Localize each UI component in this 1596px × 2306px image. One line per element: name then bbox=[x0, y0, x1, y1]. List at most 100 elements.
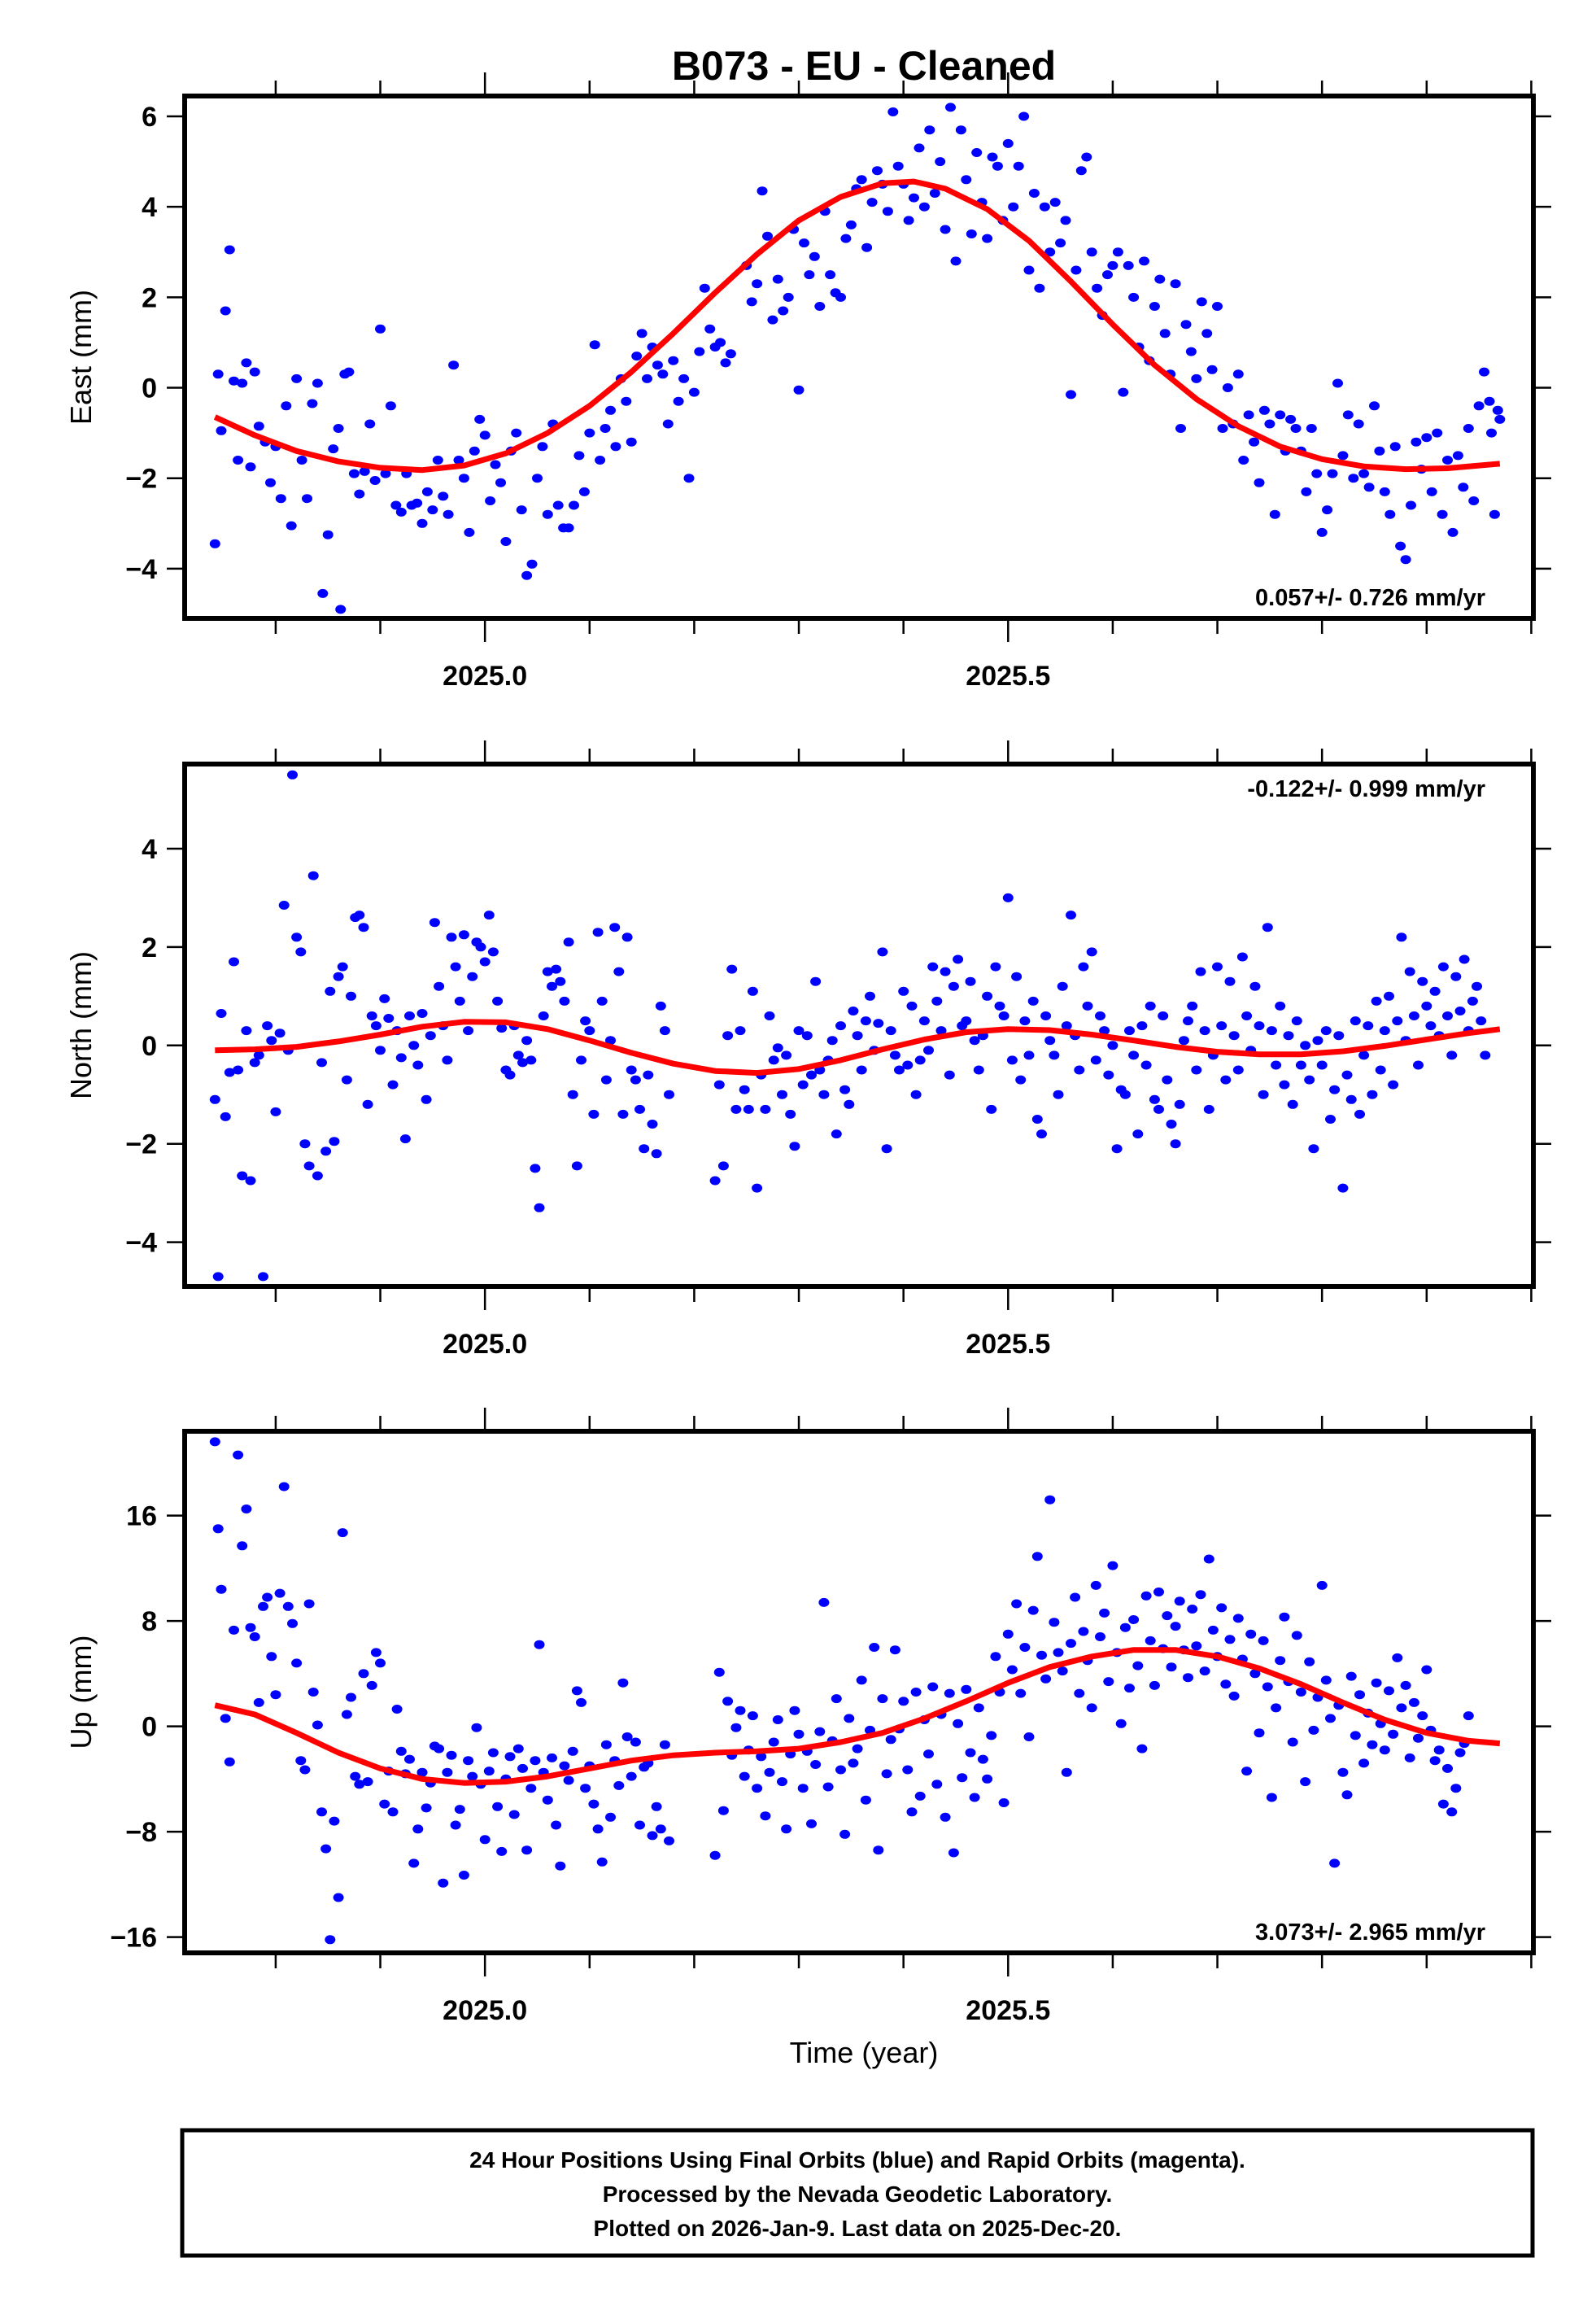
data-point bbox=[530, 1756, 541, 1766]
data-point bbox=[525, 1784, 537, 1793]
data-point bbox=[1300, 1041, 1311, 1050]
data-point bbox=[906, 1001, 918, 1011]
data-point bbox=[825, 270, 836, 280]
data-point bbox=[296, 456, 307, 465]
data-point bbox=[1342, 410, 1354, 420]
data-point bbox=[1275, 410, 1286, 420]
data-point bbox=[1446, 1807, 1458, 1817]
data-point bbox=[1044, 1495, 1056, 1505]
data-point bbox=[328, 444, 339, 454]
data-point bbox=[1118, 387, 1129, 397]
data-point bbox=[1358, 1050, 1370, 1060]
data-point bbox=[241, 1026, 252, 1036]
data-point bbox=[1249, 437, 1260, 447]
data-point bbox=[295, 1756, 307, 1766]
data-point bbox=[358, 923, 369, 932]
data-point bbox=[241, 358, 252, 368]
data-point bbox=[237, 1171, 248, 1181]
data-point bbox=[237, 378, 248, 388]
data-point bbox=[1023, 1732, 1035, 1741]
data-point bbox=[1008, 202, 1019, 212]
data-point bbox=[487, 1748, 499, 1758]
data-point bbox=[845, 220, 857, 229]
data-point bbox=[295, 947, 307, 957]
data-point bbox=[1002, 138, 1014, 148]
data-point bbox=[526, 559, 538, 569]
data-point bbox=[416, 1767, 428, 1777]
data-point bbox=[249, 1632, 260, 1641]
data-point bbox=[474, 414, 486, 424]
data-point bbox=[1325, 1115, 1336, 1124]
data-point bbox=[1400, 555, 1411, 565]
data-point bbox=[1452, 451, 1463, 461]
data-point bbox=[1070, 1592, 1081, 1602]
data-point bbox=[395, 507, 407, 517]
data-point bbox=[699, 283, 710, 293]
data-point bbox=[966, 229, 977, 238]
data-point bbox=[634, 1820, 645, 1830]
data-point bbox=[990, 1652, 1001, 1662]
data-point bbox=[865, 991, 875, 1001]
data-point bbox=[918, 1016, 930, 1026]
data-point bbox=[1224, 1635, 1236, 1644]
data-point bbox=[818, 1597, 830, 1607]
data-point bbox=[929, 189, 940, 198]
data-point bbox=[621, 1732, 633, 1741]
data-point bbox=[739, 1085, 750, 1094]
data-point bbox=[490, 460, 501, 469]
data-point bbox=[1374, 446, 1385, 456]
data-point bbox=[1472, 981, 1482, 991]
data-point bbox=[636, 329, 648, 338]
data-point bbox=[1480, 1050, 1491, 1060]
data-point bbox=[814, 302, 826, 311]
up-frame bbox=[182, 1429, 1536, 1955]
data-point bbox=[1316, 527, 1328, 537]
data-point bbox=[940, 225, 951, 234]
data-point bbox=[844, 1714, 855, 1723]
data-point bbox=[1337, 451, 1349, 461]
data-point bbox=[1494, 414, 1506, 424]
data-point bbox=[333, 972, 344, 981]
data-point bbox=[1185, 347, 1197, 356]
data-point bbox=[1354, 1109, 1365, 1119]
data-point bbox=[1107, 1561, 1119, 1570]
data-point bbox=[994, 1001, 1005, 1011]
data-point bbox=[600, 1075, 612, 1085]
data-point bbox=[1170, 1139, 1181, 1149]
data-point bbox=[258, 1601, 268, 1611]
data-point bbox=[1123, 260, 1134, 270]
rate-annotation: 0.057+/- 0.726 mm/yr bbox=[1255, 585, 1485, 611]
data-point bbox=[726, 964, 738, 974]
data-point bbox=[245, 1622, 256, 1632]
data-point bbox=[717, 1806, 729, 1815]
data-point bbox=[571, 1161, 582, 1171]
data-point bbox=[1254, 478, 1265, 487]
data-point bbox=[1320, 1675, 1332, 1685]
data-point bbox=[935, 1026, 947, 1036]
data-point bbox=[944, 1688, 955, 1698]
data-point bbox=[1287, 1737, 1298, 1747]
data-point bbox=[923, 1046, 934, 1055]
data-point bbox=[1060, 216, 1071, 225]
data-point bbox=[953, 1719, 964, 1728]
y-tick-label: 2 bbox=[142, 282, 157, 313]
data-point bbox=[1102, 270, 1113, 280]
data-point bbox=[337, 962, 348, 972]
data-point bbox=[1232, 1065, 1244, 1075]
data-point bbox=[1291, 1631, 1302, 1640]
data-point bbox=[496, 1846, 508, 1856]
data-point bbox=[1036, 1129, 1047, 1139]
data-point bbox=[329, 1816, 340, 1826]
data-point bbox=[965, 976, 976, 986]
data-point bbox=[814, 1727, 826, 1736]
data-point bbox=[1196, 297, 1207, 307]
data-point bbox=[885, 1026, 896, 1036]
data-point bbox=[872, 166, 883, 176]
data-point bbox=[1111, 1144, 1123, 1154]
y-tick-label: 4 bbox=[142, 834, 157, 865]
data-point bbox=[443, 509, 454, 519]
data-point bbox=[341, 1075, 352, 1085]
data-point bbox=[971, 148, 983, 157]
data-point bbox=[538, 1011, 549, 1020]
